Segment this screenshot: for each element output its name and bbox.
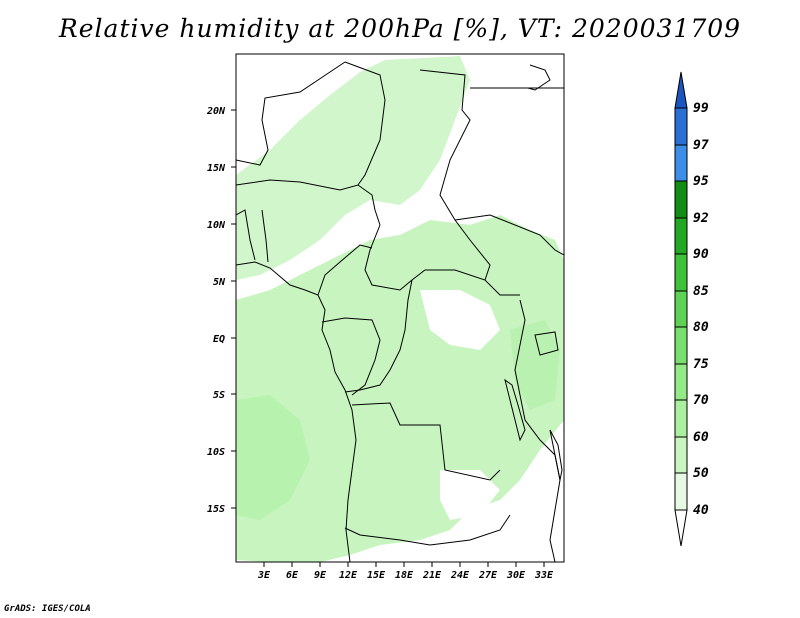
lat-tick-label: 15S: [207, 504, 225, 515]
humidity-region-darker-e: [510, 320, 560, 410]
colorbar-label: 95: [693, 174, 709, 189]
lake-tanganyika: [504, 378, 526, 442]
lat-tick-label: 5N: [213, 277, 226, 288]
lake-victoria: [534, 331, 559, 356]
colorbar-segment: [674, 217, 688, 255]
border-line: [344, 514, 511, 546]
humidity-region-dry-center: [420, 290, 500, 350]
border-line: [261, 209, 269, 263]
border-line: [317, 244, 373, 296]
border-line: [321, 317, 381, 396]
lon-tick-label: 33E: [534, 570, 554, 581]
lat-tick-label: 5S: [213, 390, 225, 401]
humidity-field: [236, 54, 564, 562]
map-title: Relative humidity at 200hPa [%], VT: 202…: [58, 14, 742, 43]
border-line: [344, 279, 413, 393]
lon-tick-label: 15E: [367, 570, 386, 581]
map-frame: [235, 53, 565, 563]
colorbar-label: 80: [693, 320, 709, 335]
border-line: [236, 209, 256, 261]
colorbar-label: 90: [693, 247, 709, 262]
colorbar-segment: [674, 180, 688, 219]
grads-credit: GrADS: IGES/COLA: [4, 604, 91, 614]
lon-tick-label: 24E: [450, 570, 470, 581]
colorbar-label: 70: [693, 393, 709, 408]
colorbar-segment: [674, 253, 688, 292]
humidity-region-north: [236, 56, 470, 280]
border-line: [236, 61, 346, 166]
lon-tick-label: 30E: [506, 570, 526, 581]
lon-tick-label: 6E: [286, 570, 299, 581]
humidity-region-dry-south: [440, 470, 500, 520]
colorbar-label: 99: [693, 101, 709, 116]
latitude-axis: 20N 15N 10N 5N EQ 5S 10S 15S: [206, 106, 236, 515]
border-line: [236, 179, 381, 226]
lat-tick-label: 10N: [207, 220, 226, 231]
colorbar-segment: [674, 326, 688, 365]
border-line: [351, 402, 501, 481]
colorbar: 40 50 60 70 75 80 85 90 92 95 97 99: [674, 71, 709, 547]
border-line: [419, 69, 491, 281]
colorbar-label: 40: [693, 503, 709, 518]
humidity-region-darker-sw: [236, 395, 310, 520]
lat-tick-label: 10S: [207, 447, 225, 458]
colorbar-label: 97: [693, 138, 709, 153]
border-line: [344, 61, 386, 186]
colorbar-segment: [674, 399, 688, 438]
colorbar-label: 85: [693, 284, 709, 299]
colorbar-label: 50: [693, 466, 709, 481]
coast-east: [527, 64, 551, 91]
border-line: [454, 214, 564, 256]
country-borders: [236, 61, 564, 562]
lon-tick-label: 3E: [257, 570, 271, 581]
lon-tick-label: 12E: [339, 570, 358, 581]
colorbar-bottom-arrow: [674, 509, 688, 547]
colorbar-segment: [674, 290, 688, 328]
colorbar-segment: [674, 472, 688, 511]
colorbar-label: 75: [693, 357, 709, 372]
lon-tick-label: 21E: [422, 570, 442, 581]
colorbar-segment: [674, 363, 688, 401]
humidity-region-dry-east: [455, 90, 564, 210]
colorbar-label: 60: [693, 430, 709, 445]
lake-malawi: [549, 429, 563, 481]
longitude-axis: 3E 6E 9E 12E 15E 18E 21E 24E 27E 30E 33E: [257, 562, 554, 581]
lon-tick-label: 18E: [395, 570, 414, 581]
colorbar-top-arrow: [674, 71, 688, 109]
lat-tick-label: EQ: [213, 334, 225, 345]
border-line: [514, 299, 561, 562]
colorbar-segment: [674, 144, 688, 182]
lon-tick-label: 27E: [478, 570, 498, 581]
lat-tick-label: 20N: [206, 106, 226, 117]
colorbar-label: 92: [693, 211, 709, 226]
colorbar-segment: [674, 436, 688, 474]
lon-tick-label: 9E: [314, 570, 327, 581]
coastline-west: [236, 261, 357, 562]
lat-tick-label: 15N: [207, 163, 226, 174]
colorbar-segment: [674, 107, 688, 146]
